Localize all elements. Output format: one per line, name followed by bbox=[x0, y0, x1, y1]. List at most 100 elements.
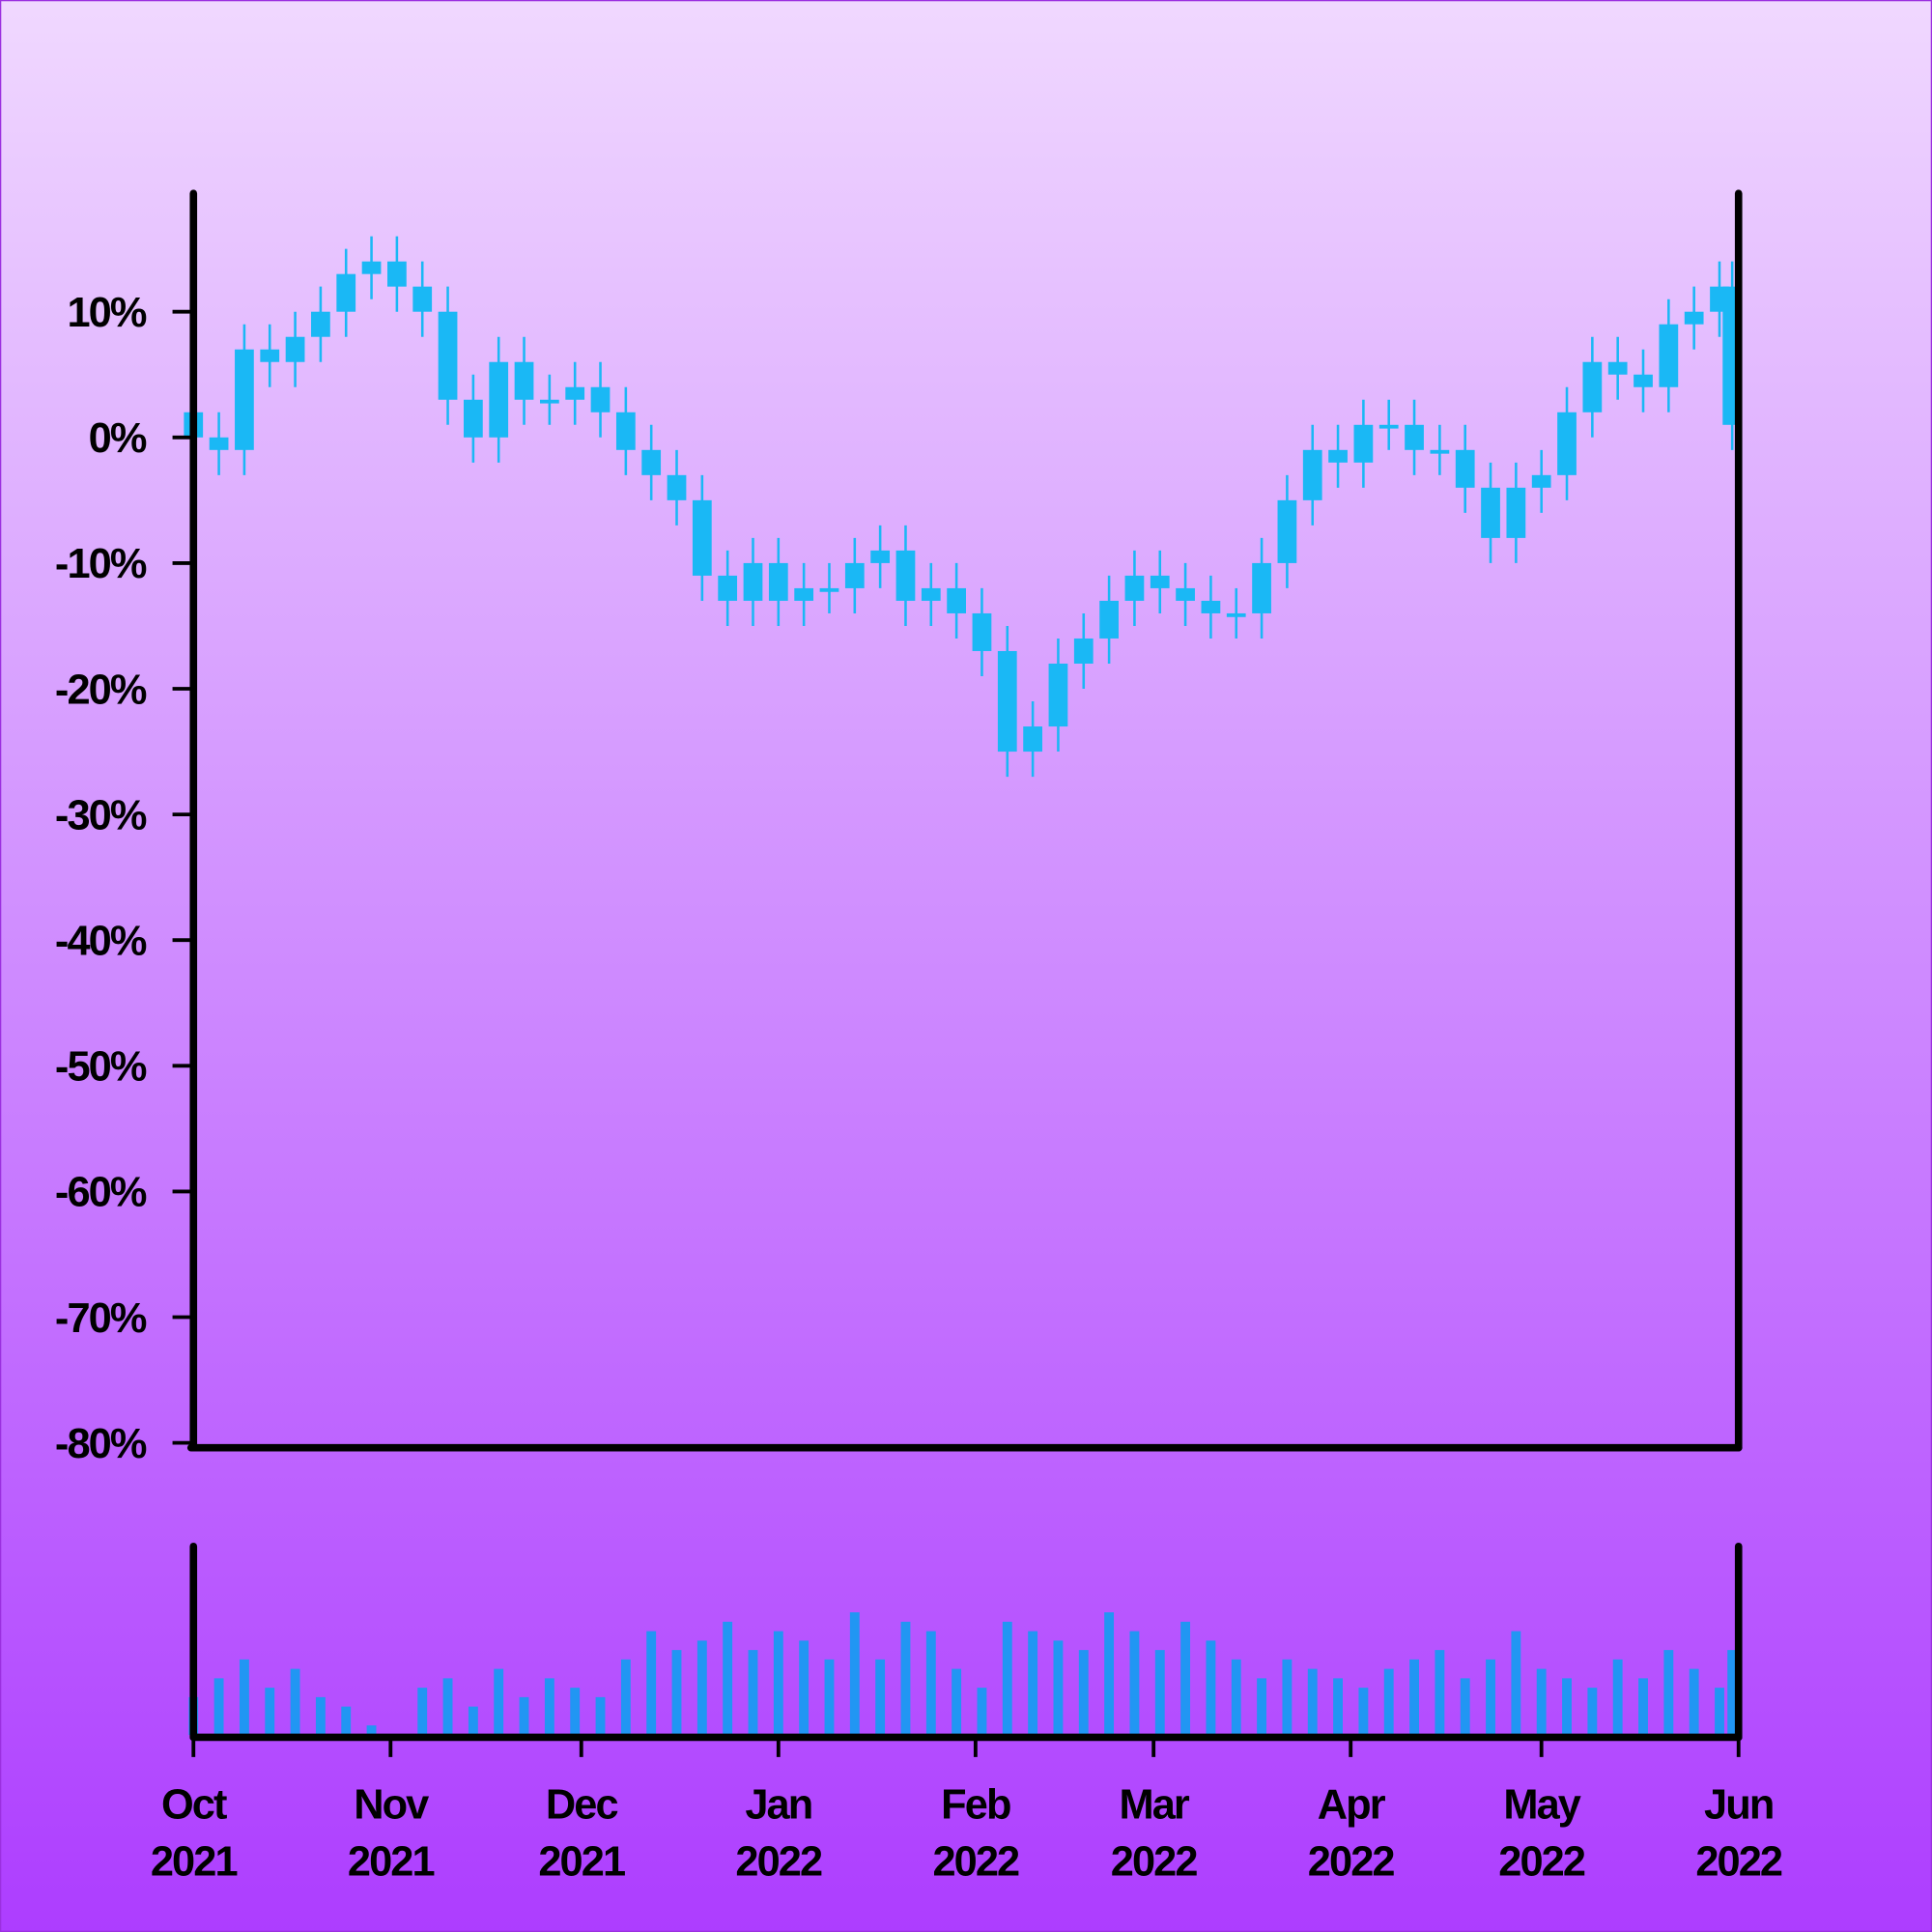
volume-bar bbox=[1409, 1659, 1419, 1735]
x-tick-label: Oct bbox=[161, 1782, 227, 1829]
x-tick-label: Nov bbox=[354, 1782, 429, 1829]
volume-bar bbox=[341, 1706, 352, 1735]
x-tick-label: Dec bbox=[546, 1782, 618, 1829]
volume-bar bbox=[239, 1659, 249, 1735]
candle-body bbox=[1455, 449, 1475, 488]
volume-bar bbox=[442, 1678, 453, 1735]
volume-bar bbox=[544, 1678, 554, 1735]
y-tick-label: -80% bbox=[55, 1421, 147, 1467]
volume-bar bbox=[748, 1650, 758, 1735]
x-tick-label: Mar bbox=[1119, 1782, 1189, 1829]
candle-body bbox=[844, 562, 865, 588]
x-tick-label: 2021 bbox=[348, 1838, 435, 1885]
candle-body bbox=[895, 550, 916, 601]
candle-body bbox=[1430, 449, 1450, 454]
x-tick-label: Jun bbox=[1704, 1782, 1773, 1829]
candle-body bbox=[1405, 424, 1424, 450]
candle-body bbox=[489, 361, 509, 438]
candle-body bbox=[641, 449, 662, 475]
y-tick-label: -20% bbox=[55, 667, 147, 713]
volume-bar bbox=[1587, 1688, 1598, 1735]
x-tick-label: 2021 bbox=[538, 1838, 625, 1885]
candle-body bbox=[514, 361, 534, 400]
candle-body bbox=[1124, 575, 1145, 601]
volume-bar bbox=[1612, 1659, 1623, 1735]
x-tick-label: 2021 bbox=[151, 1838, 238, 1885]
volume-bar bbox=[1129, 1631, 1140, 1735]
volume-bar bbox=[849, 1612, 860, 1735]
volume-bar bbox=[1104, 1612, 1115, 1735]
volume-bar bbox=[1078, 1650, 1089, 1735]
candle-body bbox=[1023, 726, 1042, 753]
candle-body bbox=[412, 286, 433, 312]
volume-bar bbox=[1307, 1668, 1318, 1735]
volume-bar bbox=[1002, 1621, 1012, 1735]
candle-body bbox=[1150, 575, 1170, 588]
candle-body bbox=[1634, 374, 1653, 387]
candle-body bbox=[692, 499, 712, 576]
candle-body bbox=[743, 562, 763, 601]
y-tick-label: 0% bbox=[89, 415, 147, 462]
volume-bar bbox=[875, 1659, 886, 1735]
candle-body bbox=[1252, 562, 1271, 613]
volume-bar bbox=[519, 1696, 529, 1735]
volume-bar bbox=[1053, 1640, 1064, 1735]
volume-bar bbox=[646, 1631, 657, 1735]
volume-bar bbox=[1663, 1650, 1674, 1735]
candle-body bbox=[1684, 311, 1704, 325]
candle-body bbox=[667, 474, 687, 500]
volume-bar bbox=[1154, 1650, 1165, 1735]
volume-bar bbox=[773, 1631, 783, 1735]
x-tick-label: Feb bbox=[941, 1782, 1010, 1829]
x-tick-label: 2022 bbox=[1695, 1838, 1782, 1885]
volume-bar bbox=[1511, 1631, 1521, 1735]
candle-body bbox=[615, 412, 636, 450]
candle-body bbox=[336, 273, 356, 312]
volume-bar bbox=[1536, 1668, 1547, 1735]
volume-bar bbox=[620, 1659, 631, 1735]
y-tick-label: -50% bbox=[55, 1044, 147, 1091]
candle-body bbox=[1277, 499, 1297, 563]
volume-bar bbox=[1435, 1650, 1445, 1735]
volume-bar bbox=[925, 1631, 936, 1735]
volume-bar bbox=[1028, 1631, 1038, 1735]
candle-body bbox=[1226, 612, 1246, 617]
candle-body bbox=[590, 386, 611, 412]
candle-body bbox=[1607, 361, 1628, 375]
candle-body bbox=[997, 650, 1017, 753]
x-tick-label: 2022 bbox=[932, 1838, 1019, 1885]
volume-bar bbox=[824, 1659, 835, 1735]
y-tick-label: -40% bbox=[55, 919, 147, 965]
candle-body bbox=[1328, 449, 1348, 463]
candle-body bbox=[1557, 412, 1577, 475]
x-tick-label: 2022 bbox=[1498, 1838, 1585, 1885]
candle-body bbox=[1481, 487, 1500, 538]
y-tick-label: 10% bbox=[67, 290, 146, 336]
candle-body bbox=[235, 349, 254, 450]
candle-body bbox=[718, 575, 738, 601]
x-tick-label: Jan bbox=[745, 1782, 811, 1829]
candle-body bbox=[1201, 600, 1221, 613]
candle-body bbox=[539, 399, 559, 404]
candle-body bbox=[387, 261, 407, 287]
candle-body bbox=[794, 587, 814, 601]
candle-body bbox=[438, 311, 458, 400]
candle-body bbox=[1302, 449, 1322, 500]
volume-bar bbox=[696, 1640, 707, 1735]
x-tick-label: Apr bbox=[1318, 1782, 1386, 1829]
candle-body bbox=[870, 550, 891, 563]
volume-bar bbox=[1383, 1668, 1394, 1735]
volume-bar bbox=[494, 1668, 504, 1735]
candle-body bbox=[1176, 587, 1195, 601]
candle-body bbox=[1506, 487, 1526, 538]
candle-body bbox=[311, 311, 330, 337]
volume-bar bbox=[1180, 1621, 1191, 1735]
y-tick-label: -10% bbox=[55, 541, 147, 587]
candle-body bbox=[1048, 663, 1068, 727]
volume-bar bbox=[1282, 1659, 1293, 1735]
candle-body bbox=[1531, 474, 1551, 488]
y-tick-label: -30% bbox=[55, 792, 147, 838]
volume-bar bbox=[1460, 1678, 1470, 1735]
volume-bar bbox=[1689, 1668, 1699, 1735]
